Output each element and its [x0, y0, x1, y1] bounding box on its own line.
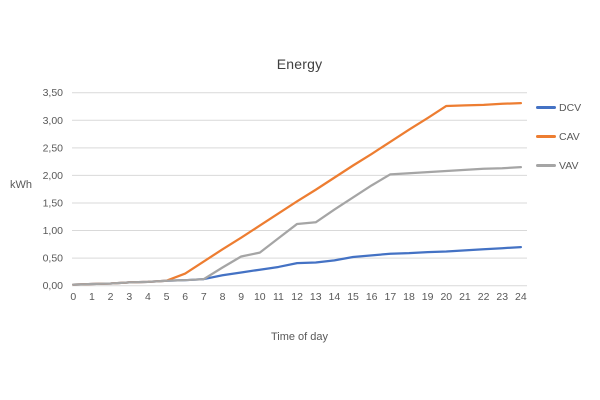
y-tick-label: 0,00: [43, 280, 64, 292]
x-tick-label: 11: [273, 291, 284, 303]
x-tick-label: 19: [422, 291, 434, 303]
legend-line-vav-icon: [536, 164, 556, 167]
y-tick-label: 2,50: [43, 142, 64, 154]
legend-item-dcv: DCV: [536, 93, 581, 122]
x-tick-label: 24: [515, 291, 527, 303]
y-tick-label: 0,50: [43, 253, 64, 265]
y-axis-title: kWh: [10, 179, 32, 191]
x-tick-label: 16: [366, 291, 378, 303]
legend-label-dcv: DCV: [559, 101, 582, 114]
x-tick-label: 20: [440, 291, 452, 303]
x-tick-label: 17: [385, 291, 397, 303]
y-tick-label: 3,00: [43, 115, 64, 127]
x-tick-label: 5: [164, 291, 170, 303]
x-tick-label: 4: [145, 291, 151, 303]
x-tick-label: 9: [238, 291, 244, 303]
x-axis-tick-labels: 0 1 2 3 4 5 6 7 8 9 10 11 12 13 14 15 16 17 18 19 20 21 22 23 24: [70, 291, 527, 303]
x-tick-label: 15: [347, 291, 359, 303]
chart-title: Energy: [276, 56, 323, 72]
x-tick-label: 22: [478, 291, 490, 303]
x-tick-label: 8: [220, 291, 226, 303]
x-tick-label: 12: [291, 291, 303, 303]
legend-item-vav: VAV: [536, 151, 581, 180]
series-line-vav: [72, 166, 523, 286]
x-tick-label: 10: [254, 291, 266, 303]
legend-label-vav: VAV: [559, 159, 579, 172]
x-tick-label: 0: [70, 291, 76, 303]
y-axis-tick-labels: 0,00 0,50 1,00 1,50 2,00 2,50 3,00 3,50: [43, 87, 64, 292]
legend-line-cav-icon: [536, 135, 556, 138]
legend-item-cav: CAV: [536, 122, 581, 151]
x-tick-label: 1: [89, 291, 95, 303]
x-tick-label: 6: [182, 291, 188, 303]
y-tick-label: 1,50: [43, 197, 64, 209]
gridlines: [72, 92, 527, 287]
series-line-dcv: [72, 245, 523, 286]
y-tick-label: 1,00: [43, 225, 64, 237]
x-tick-label: 23: [496, 291, 508, 303]
x-tick-label: 2: [108, 291, 114, 303]
x-tick-label: 18: [403, 291, 415, 303]
x-tick-label: 7: [201, 291, 207, 303]
x-tick-label: 3: [126, 291, 132, 303]
x-axis-title: Time of day: [270, 331, 329, 343]
legend-label-cav: CAV: [559, 130, 580, 143]
y-tick-label: 2,00: [43, 170, 64, 182]
y-tick-label: 3,50: [43, 87, 64, 99]
x-tick-label: 13: [310, 291, 322, 303]
x-tick-label: 21: [459, 291, 471, 303]
legend-line-dcv-icon: [536, 106, 556, 109]
legend: DCV CAV VAV: [536, 93, 581, 180]
series-line-cav: [72, 102, 523, 286]
x-tick-label: 14: [329, 291, 341, 303]
